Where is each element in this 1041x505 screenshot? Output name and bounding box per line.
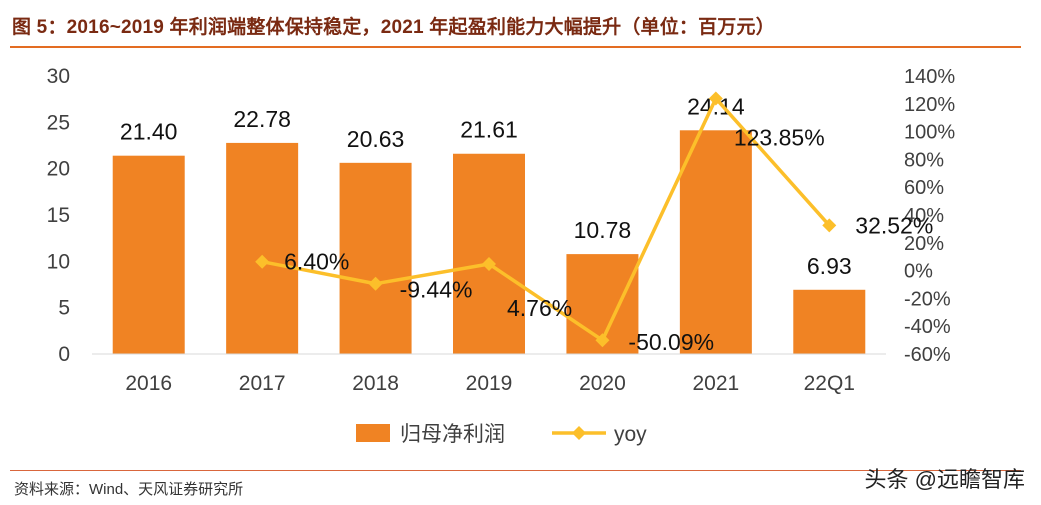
x-axis-tick-label: 2018 <box>352 372 399 395</box>
source-note: 资料来源：Wind、天风证券研究所 <box>14 478 243 499</box>
bar-value-label: 22.78 <box>233 106 291 132</box>
left-axis: 0 5 10 15 20 25 30 <box>47 65 70 366</box>
left-axis-tick-label: 15 <box>47 204 70 227</box>
yoy-value-label: -50.09% <box>628 329 714 355</box>
legend: 归母净利润 yoy <box>356 423 647 446</box>
bar-value-label: 6.93 <box>807 253 852 279</box>
bar-value-label: 21.61 <box>460 117 518 143</box>
right-axis-tick-label: 140% <box>904 66 955 88</box>
x-axis: 2016 2017 2018 2019 2020 2021 22Q1 <box>92 354 886 395</box>
bar-value-label: 20.63 <box>347 126 405 152</box>
right-axis-tick-label: 80% <box>904 149 944 171</box>
left-axis-tick-label: 30 <box>47 65 70 88</box>
bar-2016 <box>113 156 185 354</box>
legend-bar-swatch <box>356 424 390 442</box>
bar-22Q1 <box>793 290 865 354</box>
yoy-value-label: -9.44% <box>400 277 473 303</box>
right-axis-tick-label: -40% <box>904 316 951 338</box>
x-axis-tick-label: 2019 <box>466 372 513 395</box>
bar-value-label: 10.78 <box>574 217 632 243</box>
yoy-value-label: 6.40% <box>284 249 349 275</box>
x-axis-tick-label: 2021 <box>692 372 739 395</box>
left-axis-tick-label: 5 <box>58 297 70 320</box>
legend-line-marker <box>572 426 586 440</box>
right-axis-tick-label: 0% <box>904 261 933 283</box>
x-axis-tick-label: 22Q1 <box>804 372 855 395</box>
left-axis-tick-label: 10 <box>47 250 70 273</box>
right-axis-tick-label: -60% <box>904 344 951 366</box>
bar-2019 <box>453 154 525 354</box>
yoy-value-label: 32.52% <box>855 212 933 238</box>
legend-line-label: yoy <box>614 423 647 446</box>
left-axis-tick-label: 20 <box>47 158 70 181</box>
left-axis-tick-label: 25 <box>47 111 70 134</box>
right-axis-tick-label: 120% <box>904 94 955 116</box>
legend-bar-label: 归母净利润 <box>400 423 505 446</box>
bar-2021 <box>680 130 752 354</box>
x-axis-tick-label: 2016 <box>125 372 172 395</box>
right-axis-tick-label: 60% <box>904 177 944 199</box>
yoy-value-label: 4.76% <box>507 295 572 321</box>
right-axis-tick-label: -20% <box>904 288 951 310</box>
x-axis-tick-label: 2017 <box>239 372 286 395</box>
watermark: 头条 @远瞻智库 <box>865 462 1025 494</box>
right-axis-tick-label: 100% <box>904 122 955 144</box>
bar-value-label: 21.40 <box>120 119 178 145</box>
left-axis-tick-label: 0 <box>58 343 70 366</box>
yoy-value-label: 123.85% <box>734 124 825 150</box>
x-axis-tick-label: 2020 <box>579 372 626 395</box>
bar-2018 <box>340 163 412 354</box>
